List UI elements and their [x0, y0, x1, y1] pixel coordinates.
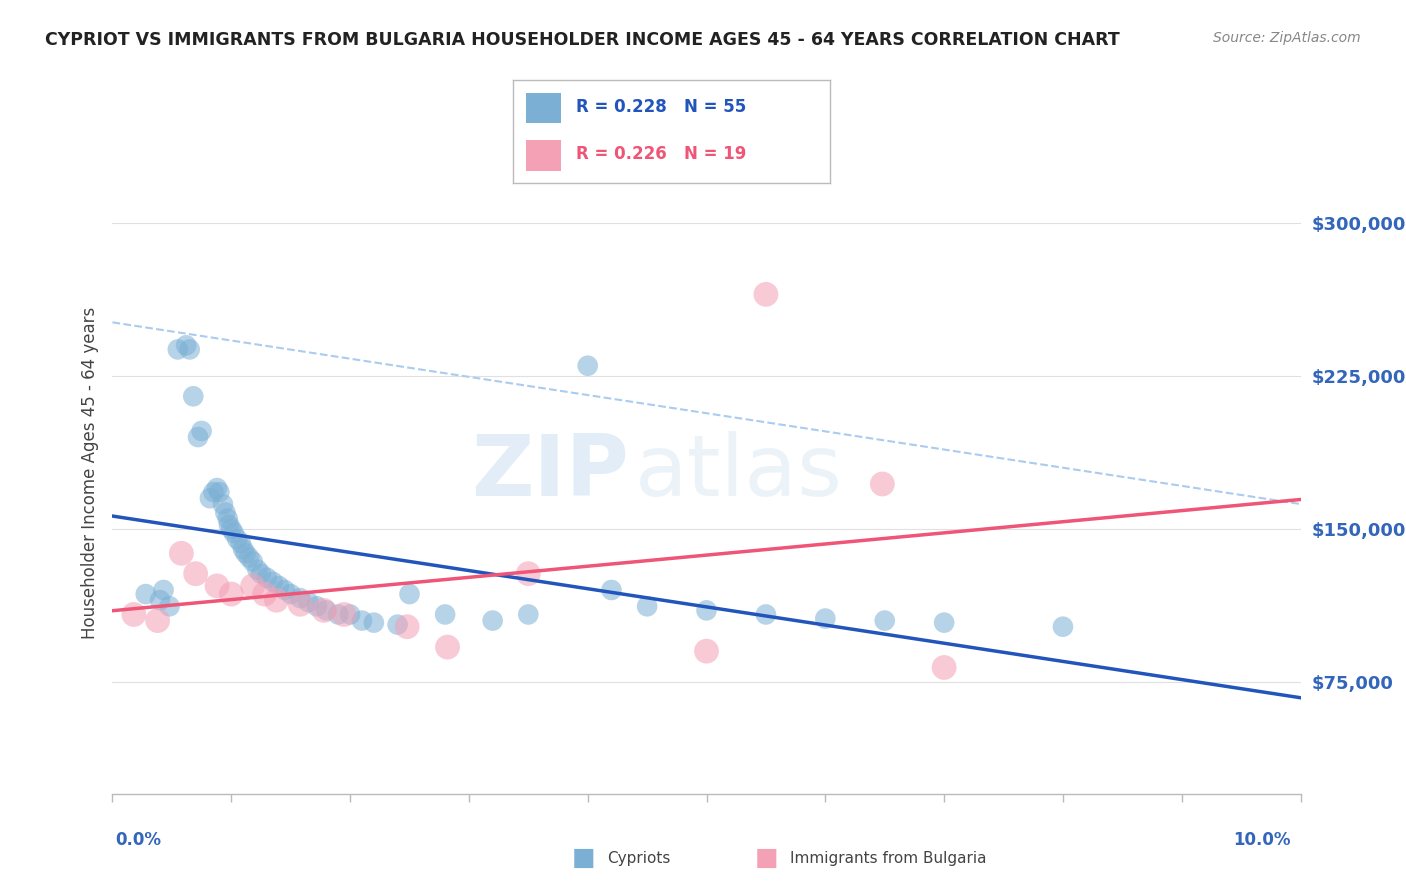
Point — [190, 424, 212, 438]
Point — [398, 587, 420, 601]
Point — [179, 343, 201, 357]
Text: Immigrants from Bulgaria: Immigrants from Bulgaria — [790, 851, 987, 865]
Point — [387, 617, 409, 632]
Point — [246, 563, 269, 577]
Point — [214, 506, 236, 520]
Point — [166, 343, 188, 357]
Text: atlas: atlas — [636, 431, 844, 515]
Point — [290, 597, 312, 611]
Text: 10.0%: 10.0% — [1233, 831, 1291, 849]
Text: ZIP: ZIP — [471, 431, 630, 515]
Bar — [526, 140, 561, 170]
Text: ■: ■ — [572, 847, 595, 870]
Point — [219, 522, 243, 536]
Point — [1052, 620, 1074, 634]
Point — [238, 550, 260, 565]
Point — [297, 595, 319, 609]
Point — [517, 566, 540, 581]
Point — [262, 574, 284, 589]
Text: ■: ■ — [755, 847, 778, 870]
Text: CYPRIOT VS IMMIGRANTS FROM BULGARIA HOUSEHOLDER INCOME AGES 45 - 64 YEARS CORREL: CYPRIOT VS IMMIGRANTS FROM BULGARIA HOUS… — [45, 31, 1119, 49]
Point — [219, 587, 243, 601]
Point — [636, 599, 658, 614]
Point — [350, 614, 373, 628]
Point — [339, 607, 361, 622]
Text: R = 0.226   N = 19: R = 0.226 N = 19 — [576, 145, 747, 163]
Point — [312, 603, 335, 617]
Point — [434, 607, 457, 622]
Point — [755, 287, 778, 301]
Point — [436, 640, 458, 654]
Point — [146, 614, 169, 628]
Point — [280, 587, 302, 601]
Point — [600, 582, 623, 597]
Point — [253, 587, 276, 601]
Point — [235, 546, 257, 560]
Point — [363, 615, 385, 630]
Point — [274, 582, 297, 597]
Point — [873, 614, 896, 628]
Point — [181, 389, 204, 403]
Point — [229, 536, 252, 550]
Y-axis label: Householder Income Ages 45 - 64 years: Householder Income Ages 45 - 64 years — [80, 307, 98, 639]
Point — [170, 546, 193, 560]
Point — [152, 582, 174, 597]
Point — [222, 525, 245, 540]
Point — [481, 614, 503, 628]
Point — [218, 517, 240, 532]
Point — [814, 611, 837, 625]
Point — [934, 660, 956, 674]
Point — [205, 579, 228, 593]
Point — [328, 607, 350, 622]
Point — [267, 579, 290, 593]
Text: 0.0%: 0.0% — [115, 831, 162, 849]
Point — [208, 485, 231, 500]
Text: Source: ZipAtlas.com: Source: ZipAtlas.com — [1213, 31, 1361, 45]
Point — [217, 511, 239, 525]
Point — [135, 587, 157, 601]
Point — [576, 359, 599, 373]
Point — [250, 566, 273, 581]
Point — [696, 603, 718, 617]
Point — [242, 579, 264, 593]
Point — [159, 599, 181, 614]
Bar — [526, 93, 561, 123]
Point — [187, 430, 209, 444]
Point — [242, 554, 264, 568]
Point — [205, 481, 228, 495]
Point — [266, 593, 288, 607]
Point — [333, 607, 356, 622]
Point — [517, 607, 540, 622]
Point — [696, 644, 718, 658]
Text: R = 0.228   N = 55: R = 0.228 N = 55 — [576, 98, 747, 116]
Point — [122, 607, 145, 622]
Point — [290, 591, 312, 606]
Text: Cypriots: Cypriots — [607, 851, 671, 865]
Point — [184, 566, 207, 581]
Point — [174, 338, 197, 352]
Point — [232, 542, 254, 557]
Point — [212, 497, 235, 511]
Point — [872, 477, 894, 491]
Point — [755, 607, 778, 622]
Point — [315, 603, 337, 617]
Point — [934, 615, 956, 630]
Point — [396, 620, 419, 634]
Point — [305, 599, 328, 614]
Point — [226, 532, 249, 546]
Point — [256, 571, 278, 585]
Point — [202, 485, 225, 500]
Point — [149, 593, 172, 607]
Point — [198, 491, 221, 506]
